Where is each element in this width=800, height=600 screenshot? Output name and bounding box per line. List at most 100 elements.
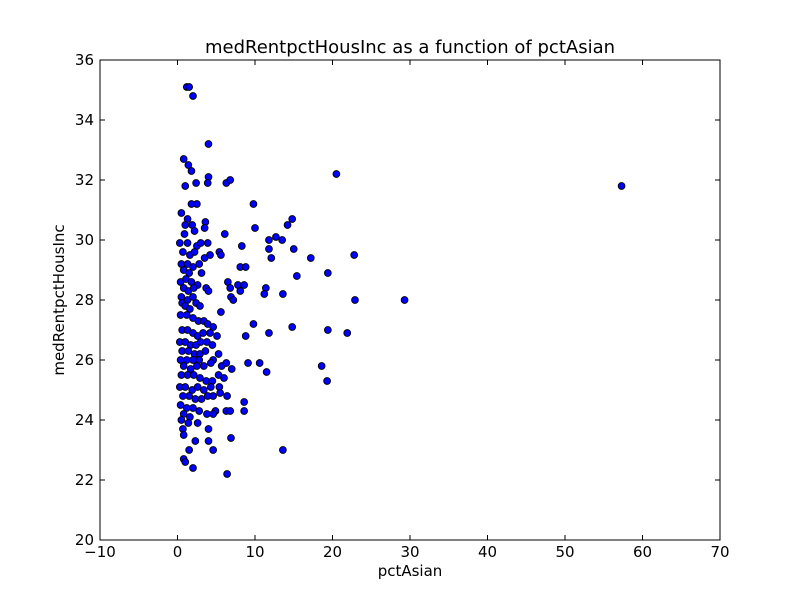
data-point — [196, 302, 204, 310]
data-point — [190, 227, 199, 235]
data-point — [288, 323, 297, 331]
data-point — [213, 332, 221, 340]
data-point — [181, 182, 190, 190]
data-point — [240, 407, 249, 415]
data-point — [196, 239, 205, 247]
data-point — [195, 407, 204, 415]
data-point — [177, 416, 186, 424]
data-point — [226, 176, 235, 184]
data-point — [184, 419, 193, 427]
data-point — [260, 290, 269, 298]
data-point — [187, 167, 196, 175]
data-point — [324, 269, 332, 277]
data-point — [181, 383, 190, 391]
data-point — [223, 470, 231, 478]
data-point — [184, 347, 193, 355]
plot-area — [100, 60, 720, 540]
data-point — [288, 215, 297, 223]
data-point — [283, 221, 292, 229]
x-tick-label: 30 — [400, 543, 419, 561]
data-point — [244, 359, 252, 367]
data-point — [249, 200, 258, 208]
data-point — [209, 392, 218, 400]
data-point — [227, 434, 235, 442]
data-point — [251, 224, 259, 232]
data-point — [179, 155, 188, 163]
data-point — [332, 170, 341, 178]
data-point — [204, 140, 213, 148]
data-point — [192, 179, 200, 187]
data-point — [200, 224, 209, 232]
data-point — [190, 248, 199, 256]
data-point — [222, 359, 231, 367]
x-tick-label: 10 — [245, 543, 264, 561]
data-point — [203, 239, 212, 247]
y-axis-label: medRentpctHousInc — [50, 224, 68, 375]
data-point — [181, 221, 190, 229]
data-point — [324, 326, 332, 334]
x-tick-label: 60 — [633, 543, 652, 561]
data-point — [289, 245, 298, 253]
data-point — [204, 425, 213, 433]
data-point — [183, 239, 192, 247]
y-tick-label: 30 — [75, 231, 94, 249]
data-point — [195, 260, 204, 268]
data-point — [267, 254, 276, 262]
data-point — [196, 374, 204, 382]
data-point — [240, 281, 249, 289]
x-tick-label: −10 — [84, 543, 116, 561]
data-point — [265, 329, 273, 337]
data-point — [193, 200, 201, 208]
data-point — [306, 254, 315, 262]
data-point — [216, 389, 224, 397]
data-point — [189, 284, 198, 292]
data-point — [193, 383, 202, 391]
data-point — [617, 182, 626, 190]
data-point — [201, 347, 210, 355]
y-tick-label: 20 — [75, 531, 94, 549]
plot-frame — [99, 59, 721, 541]
data-point — [240, 398, 249, 406]
x-tick-label: 50 — [555, 543, 574, 561]
data-point — [323, 377, 331, 385]
data-point — [350, 251, 359, 259]
data-point — [184, 161, 193, 169]
data-point — [241, 332, 250, 340]
data-point — [209, 323, 218, 331]
data-point — [262, 368, 271, 376]
data-point — [206, 251, 214, 259]
x-tick-label: 0 — [173, 543, 183, 561]
data-point — [237, 242, 246, 250]
y-tick-label: 28 — [75, 291, 94, 309]
data-point — [189, 404, 197, 412]
data-point — [186, 305, 194, 313]
data-point — [185, 83, 193, 91]
x-axis-label: pctAsian — [378, 562, 443, 580]
y-tick-label: 24 — [75, 411, 94, 429]
data-point — [241, 263, 250, 271]
data-point — [220, 230, 229, 238]
x-tick-label: 20 — [323, 543, 342, 561]
data-point — [204, 287, 213, 295]
data-point — [236, 287, 245, 295]
data-point — [226, 407, 235, 415]
data-point — [293, 272, 301, 280]
data-point — [206, 329, 214, 337]
y-tick-label: 22 — [75, 471, 94, 489]
data-point — [189, 92, 197, 100]
data-point — [206, 383, 215, 391]
data-point — [180, 230, 189, 238]
data-point — [265, 236, 273, 244]
data-point — [197, 269, 206, 277]
data-point — [189, 371, 198, 379]
data-point — [209, 410, 218, 418]
data-point — [185, 392, 193, 400]
data-point — [179, 362, 188, 370]
y-tick-label: 36 — [75, 51, 94, 69]
data-point — [181, 458, 190, 466]
data-point — [223, 392, 231, 400]
data-point — [175, 239, 184, 247]
y-tick-label: 34 — [75, 111, 94, 129]
data-point — [220, 374, 228, 382]
data-point — [279, 446, 287, 454]
